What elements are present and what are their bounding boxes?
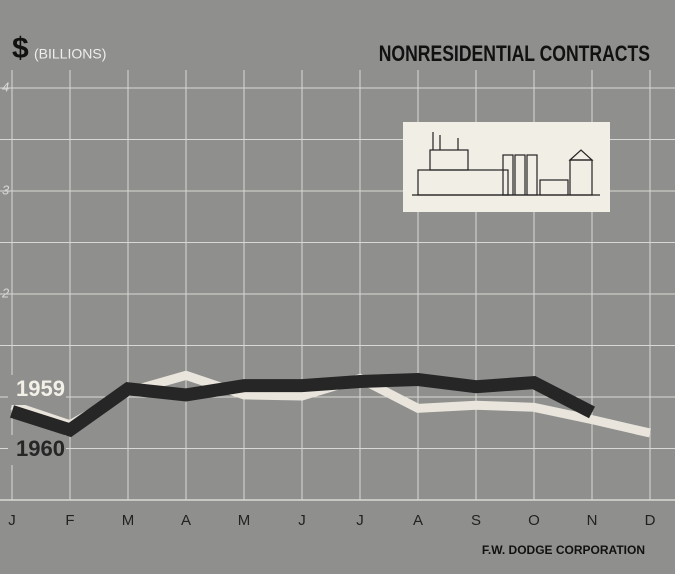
y-symbol: $ (12, 32, 29, 65)
legend-label: 1959 (16, 376, 65, 401)
x-tick-label: A (181, 512, 191, 529)
background (0, 0, 675, 574)
x-tick-label: J (8, 512, 16, 529)
x-tick-label: M (122, 512, 135, 529)
factory-illustration (403, 122, 610, 212)
chart-title: NONRESIDENTIAL CONTRACTS (379, 42, 650, 66)
y-axis-label: (BILLIONS) (34, 46, 106, 62)
x-tick-label: D (645, 512, 656, 529)
x-tick-label: S (471, 512, 481, 529)
y-tick-label: 4 (2, 79, 9, 94)
x-tick-label: N (587, 512, 598, 529)
x-tick-label: F (65, 512, 74, 529)
y-tick-label: 2 (1, 285, 10, 300)
x-tick-label: J (356, 512, 364, 529)
x-tick-label: O (528, 512, 540, 529)
x-tick-label: A (413, 512, 423, 529)
x-tick-label: M (238, 512, 251, 529)
legend-label: 1960 (16, 436, 65, 461)
x-tick-label: J (298, 512, 306, 529)
y-tick-label: 3 (2, 182, 10, 197)
source: F.W. DODGE CORPORATION (482, 543, 645, 557)
chart: $ (BILLIONS) NONRESIDENTIAL CONTRACTS F.… (0, 0, 675, 574)
